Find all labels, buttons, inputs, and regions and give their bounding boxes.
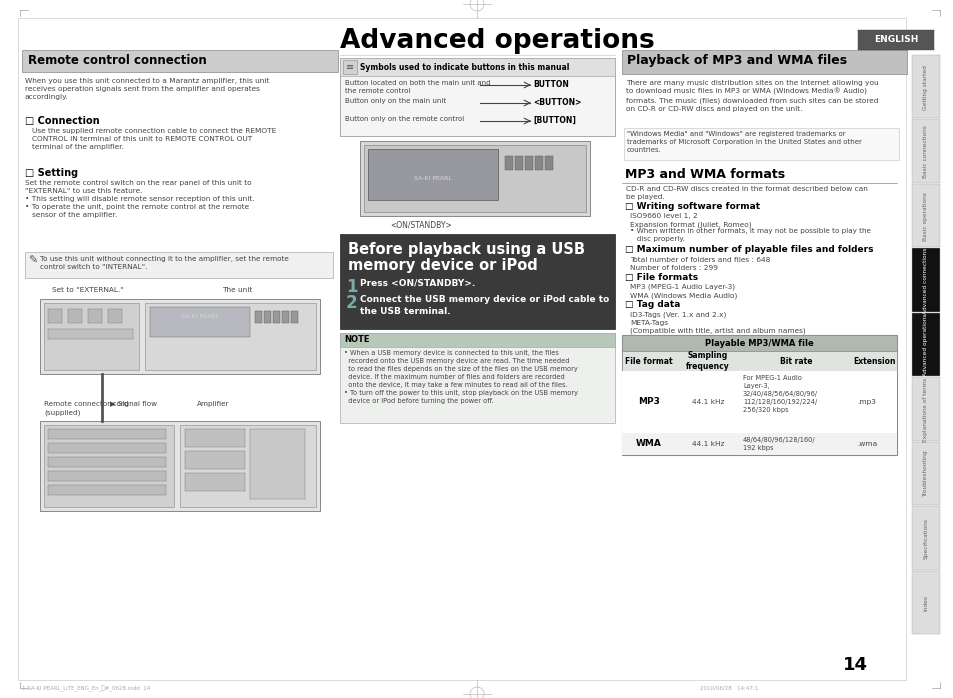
Bar	[40, 421, 319, 511]
Bar	[180, 425, 315, 507]
Text: □ Maximum number of playable files and folders: □ Maximum number of playable files and f…	[624, 245, 873, 254]
Bar	[48, 309, 62, 323]
Text: (supplied): (supplied)	[44, 410, 80, 417]
Text: <BUTTON>: <BUTTON>	[533, 98, 580, 107]
Text: ENGLISH: ENGLISH	[873, 36, 917, 45]
Bar	[911, 442, 939, 505]
Bar	[623, 128, 898, 160]
Bar	[88, 309, 102, 323]
Bar	[621, 335, 896, 351]
Bar	[339, 333, 615, 347]
Text: MP3 (MPEG-1 Audio Layer-3)
WMA (Windows Media Audio): MP3 (MPEG-1 Audio Layer-3) WMA (Windows …	[629, 284, 737, 299]
Text: File format: File format	[624, 357, 672, 366]
Bar	[911, 570, 939, 634]
Bar	[339, 234, 615, 329]
Bar	[339, 58, 615, 76]
Bar	[911, 184, 939, 247]
Text: 14: 14	[841, 656, 866, 674]
Text: 2: 2	[346, 294, 357, 312]
Text: CD-R and CD-RW discs created in the format described below can
be played.: CD-R and CD-RW discs created in the form…	[625, 186, 867, 200]
Text: Button only on the remote control: Button only on the remote control	[345, 116, 464, 122]
Bar	[250, 429, 305, 499]
Bar	[535, 156, 542, 170]
Bar	[359, 141, 589, 216]
Bar	[150, 307, 250, 337]
Text: .wma: .wma	[856, 441, 876, 447]
Text: □ File formats: □ File formats	[624, 273, 698, 282]
Text: MP3: MP3	[638, 397, 659, 406]
Bar	[254, 311, 262, 323]
Bar	[339, 58, 615, 136]
Bar	[48, 471, 166, 481]
Text: 44.1 kHz: 44.1 kHz	[691, 441, 723, 447]
Bar	[68, 309, 82, 323]
Text: Press <ON/STANDBY>.: Press <ON/STANDBY>.	[359, 279, 475, 288]
Bar	[273, 311, 280, 323]
Text: "Windows Media" and "Windows" are registered trademarks or
trademarks of Microso: "Windows Media" and "Windows" are regist…	[626, 131, 861, 153]
Text: SA-KI PEARL: SA-KI PEARL	[181, 315, 218, 320]
Text: • When a USB memory device is connected to this unit, the files
  recorded onto : • When a USB memory device is connected …	[344, 350, 578, 404]
Bar	[911, 55, 939, 119]
Text: Connect the USB memory device or iPod cable to
the USB terminal.: Connect the USB memory device or iPod ca…	[359, 295, 609, 315]
Text: <ON/STANDBY>: <ON/STANDBY>	[390, 220, 452, 229]
Text: Basic connections: Basic connections	[923, 125, 927, 178]
Bar	[339, 333, 615, 423]
Text: ISO9660 level 1, 2
Expansion format (Juliet, Romeo): ISO9660 level 1, 2 Expansion format (Jul…	[629, 213, 751, 228]
Text: Button located on both the main unit and
the remote control: Button located on both the main unit and…	[345, 80, 490, 94]
Text: Advanced operations: Advanced operations	[923, 314, 927, 376]
Bar	[44, 303, 139, 370]
Bar	[911, 377, 939, 440]
Text: For MPEG-1 Audio
Layer-3,
32/40/48/56/64/80/96/
112/128/160/192/224/
256/320 kbp: For MPEG-1 Audio Layer-3, 32/40/48/56/64…	[742, 375, 817, 413]
Text: BUTTON: BUTTON	[533, 80, 568, 89]
Text: Specifications: Specifications	[923, 518, 927, 559]
Bar	[22, 50, 337, 72]
Bar	[108, 309, 122, 323]
Text: Bit rate: Bit rate	[779, 357, 811, 366]
Text: Troubleshooting: Troubleshooting	[923, 451, 927, 497]
Text: There are many music distribution sites on the Internet allowing you
to download: There are many music distribution sites …	[625, 80, 878, 112]
Bar	[48, 443, 166, 453]
Bar	[621, 433, 896, 455]
Bar	[911, 248, 939, 312]
Text: When you use this unit connected to a Marantz amplifier, this unit
receives oper: When you use this unit connected to a Ma…	[25, 78, 269, 100]
Bar	[145, 303, 315, 370]
Bar	[44, 425, 173, 507]
Bar	[621, 50, 906, 74]
Bar	[364, 145, 585, 212]
Bar	[185, 429, 245, 447]
Bar	[911, 506, 939, 570]
Bar	[621, 371, 896, 433]
Text: WMA: WMA	[636, 440, 661, 449]
Text: 1: 1	[346, 278, 357, 296]
Bar	[25, 252, 333, 278]
Bar	[515, 156, 522, 170]
Bar	[504, 156, 513, 170]
Bar	[911, 313, 939, 376]
Text: NOTE: NOTE	[344, 335, 369, 344]
Text: □ Connection: □ Connection	[25, 116, 99, 126]
Text: Sampling
frequency: Sampling frequency	[685, 350, 729, 371]
Text: Button only on the main unit: Button only on the main unit	[345, 98, 446, 104]
Bar	[343, 60, 356, 74]
Text: Extension: Extension	[853, 357, 895, 366]
Text: Remote control connection: Remote control connection	[28, 54, 207, 67]
Bar	[185, 473, 245, 491]
Bar	[48, 485, 166, 495]
Bar	[291, 311, 297, 323]
Text: Before playback using a USB: Before playback using a USB	[348, 242, 584, 257]
Text: ✎: ✎	[28, 256, 37, 266]
Bar	[621, 351, 896, 371]
Text: ID3-Tags (Ver. 1.x and 2.x)
META-Tags
(Compatible with title, artist and album n: ID3-Tags (Ver. 1.x and 2.x) META-Tags (C…	[629, 311, 805, 334]
Text: [BUTTON]: [BUTTON]	[533, 116, 576, 125]
Text: Use the supplied remote connection cable to connect the REMOTE
CONTROL IN termin: Use the supplied remote connection cable…	[32, 128, 276, 150]
Text: 44.1 kHz: 44.1 kHz	[691, 399, 723, 405]
Text: MP3 and WMA formats: MP3 and WMA formats	[624, 168, 784, 181]
Text: Advanced operations: Advanced operations	[339, 28, 654, 54]
Text: Explanations of terms: Explanations of terms	[923, 377, 927, 442]
Bar	[857, 30, 933, 50]
Bar	[911, 119, 939, 183]
Text: • When written in other formats, it may not be possible to play the
   disc prop: • When written in other formats, it may …	[629, 228, 870, 242]
Text: ≡: ≡	[346, 62, 354, 72]
Text: Playback of MP3 and WMA files: Playback of MP3 and WMA files	[626, 54, 846, 67]
Bar	[185, 451, 245, 469]
